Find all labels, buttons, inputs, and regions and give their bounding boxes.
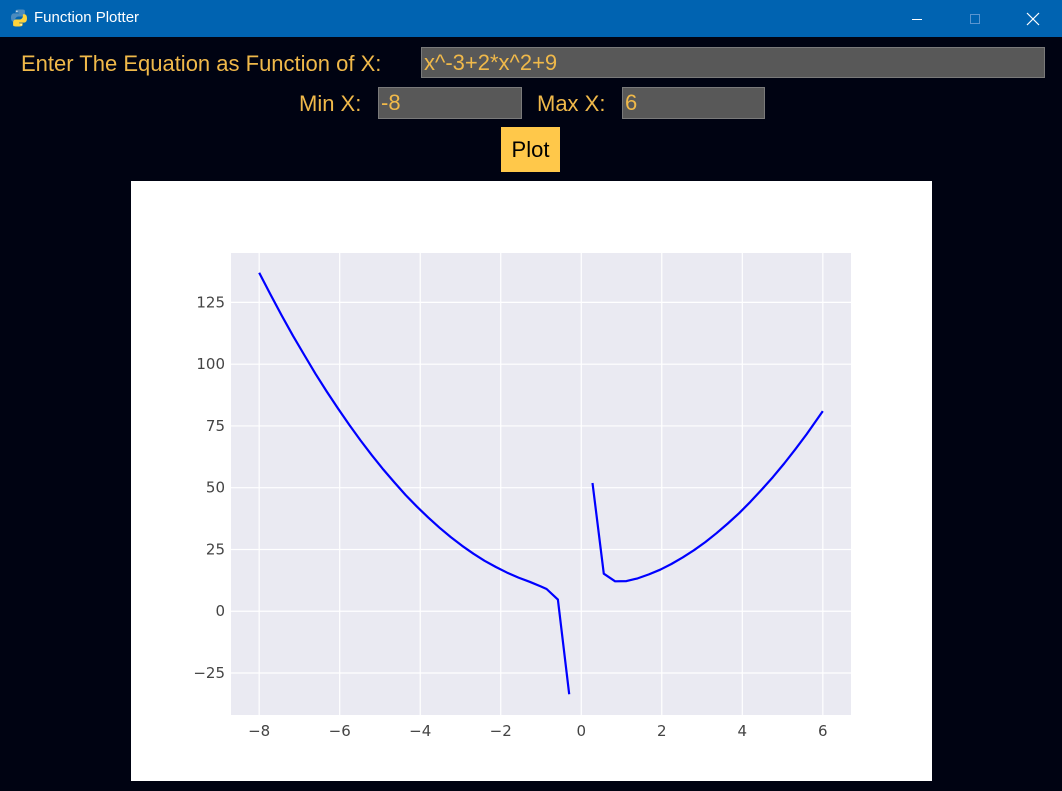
plot-button[interactable]: Plot — [501, 127, 560, 172]
y-tick-label: 75 — [206, 417, 225, 435]
function-chart: −8 −6 −4 −2 0 2 4 6 −25 0 25 50 75 100 125 — [193, 253, 851, 740]
series-line — [591, 410, 824, 583]
x-tick-label: −8 — [248, 722, 270, 740]
equation-input[interactable] — [421, 47, 1045, 78]
title-bar[interactable]: Function Plotter — [0, 0, 1062, 37]
y-tick-label: 125 — [196, 293, 225, 311]
x-tick-label: −6 — [329, 722, 351, 740]
y-tick-label: 0 — [215, 602, 225, 620]
x-tick-label: 2 — [657, 722, 667, 740]
x-tick-label: −2 — [490, 722, 512, 740]
x-tick-label: 0 — [576, 722, 586, 740]
y-tick-label: −25 — [193, 664, 225, 682]
minimize-button[interactable] — [888, 0, 946, 37]
x-tick-label: 6 — [818, 722, 828, 740]
equation-label: Enter The Equation as Function of X: — [21, 51, 382, 76]
y-tick-label: 100 — [196, 355, 225, 373]
plot-area — [231, 253, 851, 715]
close-button[interactable] — [1004, 0, 1062, 37]
series-line — [258, 272, 571, 695]
x-tick-label: 4 — [738, 722, 748, 740]
window-title: Function Plotter — [34, 9, 140, 26]
y-tick-label: 25 — [206, 540, 225, 558]
python-icon — [11, 9, 27, 27]
minimize-icon — [912, 18, 922, 20]
maximize-button[interactable] — [946, 0, 1004, 37]
close-icon — [1026, 12, 1040, 25]
max-x-label: Max X: — [537, 91, 606, 116]
min-x-label: Min X: — [299, 91, 362, 116]
x-tick-label: −4 — [409, 722, 431, 740]
y-tick-label: 50 — [206, 479, 225, 497]
min-x-input[interactable] — [378, 87, 522, 119]
plot-figure: −8 −6 −4 −2 0 2 4 6 −25 0 25 50 75 100 125 — [131, 181, 932, 781]
max-x-input[interactable] — [622, 87, 765, 119]
maximize-icon — [970, 13, 980, 24]
